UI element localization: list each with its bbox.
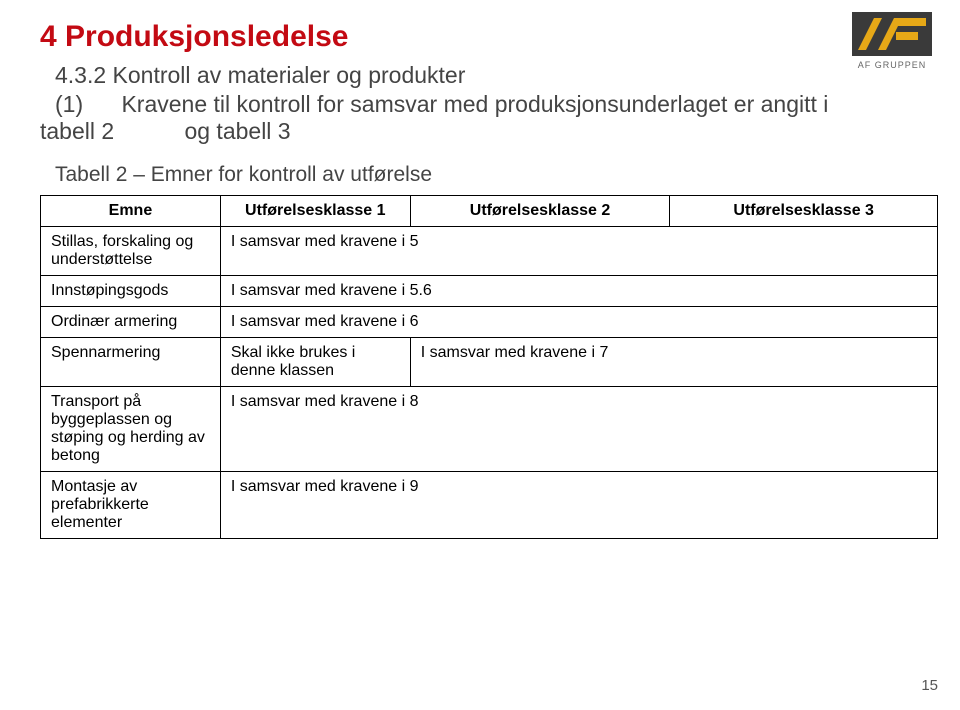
row-cell: I samsvar med kravene i 7 bbox=[410, 338, 937, 387]
table-row: Ordinær armering I samsvar med kravene i… bbox=[41, 307, 938, 338]
col-header-emne: Emne bbox=[41, 196, 221, 227]
section-heading: 4.3.2 Kontroll av materialer og produkte… bbox=[40, 62, 920, 89]
row-cell: I samsvar med kravene i 6 bbox=[220, 307, 937, 338]
table-header-row: Emne Utførelsesklasse 1 Utførelsesklasse… bbox=[41, 196, 938, 227]
row-label: Stillas, forskaling og understøttelse bbox=[41, 227, 221, 276]
row-cell: I samsvar med kravene i 9 bbox=[220, 472, 937, 539]
table-body: Stillas, forskaling og understøttelse I … bbox=[41, 227, 938, 539]
col-header-u3: Utførelsesklasse 3 bbox=[670, 196, 938, 227]
body-line-1: (1) Kravene til kontroll for samsvar med… bbox=[40, 91, 920, 118]
table-row: Montasje av prefabrikkerte elementer I s… bbox=[41, 472, 938, 539]
page-title: 4 Produksjonsledelse bbox=[40, 20, 920, 54]
row-label: Transport på byggeplassen og støping og … bbox=[41, 387, 221, 472]
row-label: Ordinær armering bbox=[41, 307, 221, 338]
row-cell: I samsvar med kravene i 5.6 bbox=[220, 276, 937, 307]
control-table: Emne Utførelsesklasse 1 Utførelsesklasse… bbox=[40, 195, 938, 539]
logo-company-text: AF GRUPPEN bbox=[858, 60, 927, 70]
page-number: 15 bbox=[921, 677, 938, 694]
row-cell: I samsvar med kravene i 5 bbox=[220, 227, 937, 276]
company-logo: AF GRUPPEN bbox=[844, 12, 940, 78]
slide-container: AF GRUPPEN 4 Produksjonsledelse 4.3.2 Ko… bbox=[0, 0, 960, 710]
col-header-u1: Utførelsesklasse 1 bbox=[220, 196, 410, 227]
table-row: Spennarmering Skal ikke brukes i denne k… bbox=[41, 338, 938, 387]
body-line-2: tabell 2 og tabell 3 bbox=[40, 118, 920, 145]
row-label: Montasje av prefabrikkerte elementer bbox=[41, 472, 221, 539]
logo-mark bbox=[852, 12, 932, 56]
table-row: Innstøpingsgods I samsvar med kravene i … bbox=[41, 276, 938, 307]
table-row: Transport på byggeplassen og støping og … bbox=[41, 387, 938, 472]
row-cell: Skal ikke brukes i denne klassen bbox=[220, 338, 410, 387]
table-row: Stillas, forskaling og understøttelse I … bbox=[41, 227, 938, 276]
row-label: Innstøpingsgods bbox=[41, 276, 221, 307]
col-header-u2: Utførelsesklasse 2 bbox=[410, 196, 670, 227]
row-cell: I samsvar med kravene i 8 bbox=[220, 387, 937, 472]
table-caption: Tabell 2 – Emner for kontroll av utførel… bbox=[40, 163, 920, 187]
row-label: Spennarmering bbox=[41, 338, 221, 387]
